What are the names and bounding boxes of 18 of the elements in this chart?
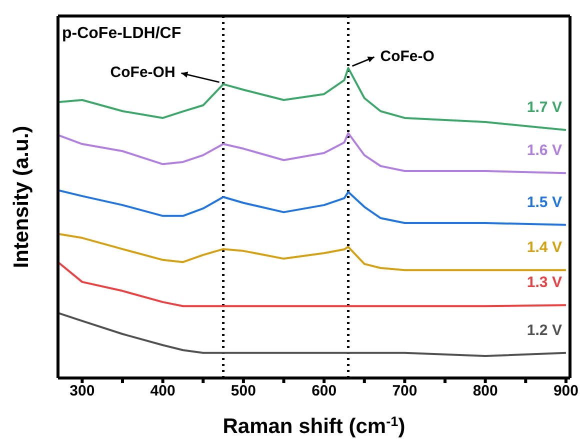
annotation: CoFe-OH xyxy=(110,64,176,82)
x-tick-label: 800 xyxy=(472,382,498,400)
x-tick-label: 400 xyxy=(150,382,176,400)
x-tick-label: 600 xyxy=(312,382,337,400)
series-label: 1.7 V xyxy=(526,99,562,116)
x-tick-label: 900 xyxy=(553,382,578,400)
x-tick-label: 300 xyxy=(70,382,95,400)
text: p-CoFe-LDH/CF xyxy=(62,25,182,42)
series-label: 1.2 V xyxy=(526,322,562,339)
x-tick-label: 500 xyxy=(230,382,256,400)
series-label: 1.5 V xyxy=(526,194,562,211)
y-axis-title: Intensity (a.u.) xyxy=(10,126,33,268)
series-label: 1.3 V xyxy=(526,274,562,292)
series-label: 1.4 V xyxy=(526,239,562,256)
series-label: 1.6 V xyxy=(526,142,562,160)
x-axis-title: Raman shift (cm$^{-1}$) xyxy=(222,414,406,438)
annotation: CoFe-O xyxy=(380,48,435,66)
x-tick-label: 700 xyxy=(392,382,418,400)
